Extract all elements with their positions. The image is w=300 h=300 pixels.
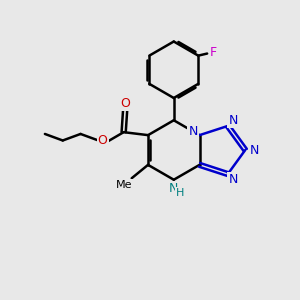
Text: H: H	[176, 188, 184, 198]
Text: N: N	[250, 143, 259, 157]
Text: O: O	[120, 97, 130, 110]
Text: Me: Me	[116, 180, 133, 190]
Text: N: N	[169, 182, 178, 194]
Text: N: N	[188, 125, 198, 138]
Text: O: O	[98, 134, 107, 147]
Text: N: N	[228, 114, 238, 127]
Text: F: F	[209, 46, 217, 59]
Text: N: N	[228, 173, 238, 186]
